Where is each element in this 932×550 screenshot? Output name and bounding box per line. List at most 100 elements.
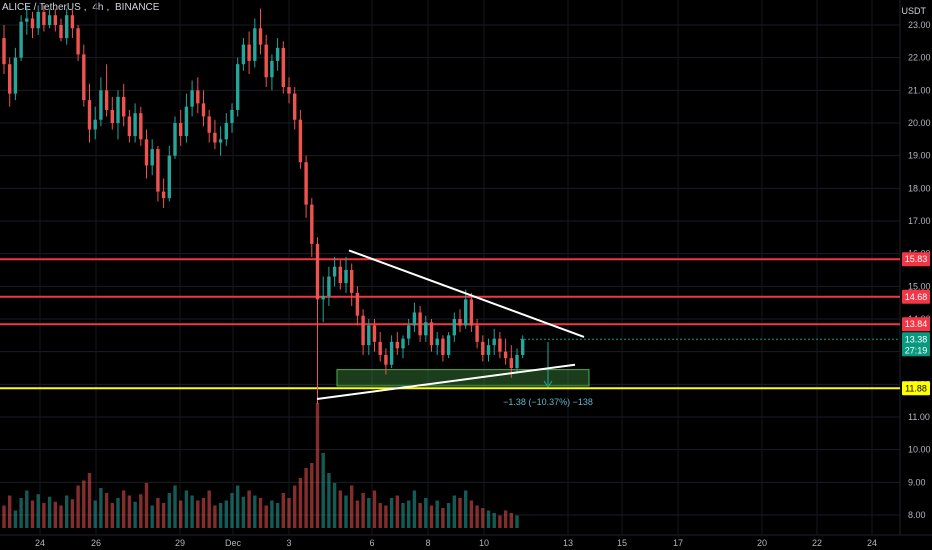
candle-body	[173, 123, 177, 156]
candle-body	[418, 312, 422, 336]
volume-bar	[446, 503, 451, 528]
candle-body	[412, 312, 417, 326]
candle-body	[13, 57, 18, 94]
volume-bar	[275, 503, 280, 528]
candle-body	[36, 11, 40, 29]
candle-body	[190, 90, 194, 107]
candle-body	[298, 119, 303, 163]
volume-bar	[395, 495, 399, 528]
volume-bar	[344, 495, 348, 528]
price-tick-label: 19.00	[908, 151, 931, 161]
candle-body	[270, 60, 274, 78]
level-badge	[902, 252, 930, 267]
volume-bar	[161, 503, 166, 528]
volume-bar	[230, 493, 234, 528]
volume-bar	[144, 483, 149, 528]
candle-body	[184, 106, 189, 137]
support-zone: −1.38 (−10.37%) −138	[336, 342, 593, 407]
symbol-label[interactable]: ALICE / TetherUS	[2, 2, 81, 13]
volume-bar	[201, 498, 206, 528]
candle-body	[241, 44, 246, 65]
trendlines[interactable]	[316, 249, 585, 401]
candle-body	[355, 292, 360, 316]
candle-body	[161, 191, 166, 199]
candle-body	[521, 339, 525, 355]
candle-body	[441, 338, 445, 355]
volume-bar	[515, 515, 519, 528]
level-badge	[902, 289, 930, 304]
volume-bar	[475, 505, 479, 528]
level-badge-label: 11.88	[905, 383, 927, 393]
candle-body	[156, 149, 160, 192]
price-tick-label: 21.00	[908, 85, 931, 95]
candle-body	[8, 64, 12, 94]
volume-bar	[53, 501, 57, 528]
time-tick-label: 24	[867, 538, 877, 548]
volume-bar	[65, 495, 69, 528]
volume-bar	[36, 494, 40, 528]
level-badge	[902, 317, 930, 332]
volume-bar	[59, 505, 63, 528]
volume-bar	[367, 498, 371, 528]
interval-label[interactable]: 4h	[92, 2, 104, 13]
candle-body	[104, 90, 109, 110]
volume-bar	[241, 496, 246, 528]
candle-body	[321, 296, 325, 300]
candle-body	[19, 21, 23, 58]
volume-bar	[236, 485, 240, 528]
measure-label: −1.38 (−10.37%) −138	[503, 397, 593, 407]
volume-bar	[412, 490, 417, 528]
volume-bar	[76, 485, 80, 528]
level-badge-label: 14.68	[905, 292, 928, 302]
volume-bar	[47, 496, 52, 528]
time-tick-label: 15	[617, 538, 627, 548]
volume-bar	[503, 510, 508, 528]
time-tick-label: 10	[479, 538, 489, 548]
horizontal-levels[interactable]	[0, 258, 900, 390]
candle-body	[133, 113, 137, 137]
candle-body	[25, 18, 29, 22]
candle-body	[224, 123, 228, 140]
candle-body	[264, 44, 268, 78]
last-price-badge	[902, 332, 930, 357]
candle-body	[389, 341, 394, 365]
volume-bar	[424, 498, 428, 528]
volume-bar	[264, 505, 268, 528]
volume-bar	[378, 503, 382, 528]
candle-body	[213, 132, 217, 143]
descending-resistance-line	[348, 249, 585, 338]
price-tick-label: 10.00	[908, 445, 931, 455]
volume-bar	[13, 510, 18, 528]
volume-bar	[42, 503, 46, 528]
candle-body	[122, 96, 126, 117]
time-tick-label: 6	[369, 538, 374, 548]
candle-body	[99, 90, 103, 120]
time-tick-label: 20	[757, 538, 767, 548]
time-tick-label: 26	[91, 538, 101, 548]
candle-body	[458, 319, 462, 326]
candlesticks	[2, 5, 525, 404]
candle-body	[247, 44, 251, 61]
time-tick-label: 3	[286, 538, 291, 548]
candle-body	[30, 18, 35, 29]
volume-bar	[464, 490, 468, 528]
candle-body	[70, 15, 75, 29]
volume-bar	[139, 494, 143, 528]
volume-bar	[486, 510, 491, 528]
candle-body	[253, 28, 257, 61]
candle-body	[2, 38, 6, 65]
candle-body	[344, 270, 348, 284]
candle-body	[281, 47, 285, 88]
candle-body	[401, 338, 405, 349]
price-tick-label: 8.00	[908, 510, 926, 520]
volume-bar	[122, 490, 126, 528]
volume-bar	[116, 498, 120, 528]
candle-body	[367, 325, 371, 346]
volume-bar	[401, 503, 405, 528]
candle-body	[446, 335, 451, 355]
price-tick-label: 15.00	[908, 281, 931, 291]
volume-bar	[110, 503, 114, 528]
candle-body	[196, 90, 200, 104]
candle-body	[82, 54, 86, 101]
